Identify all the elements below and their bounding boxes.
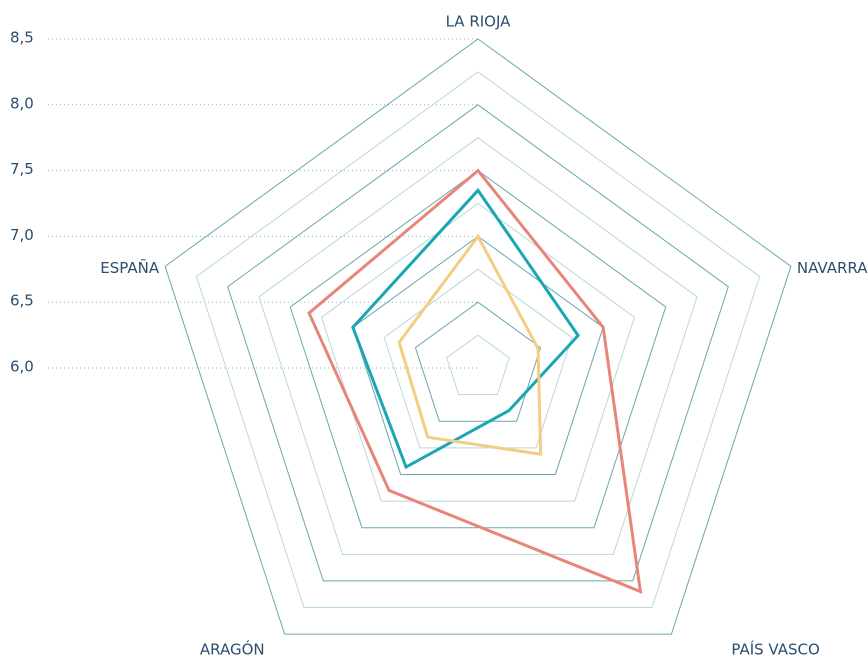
series-outline <box>351 187 581 470</box>
y-tick-label: 6,0 <box>10 358 34 376</box>
grid-ring <box>383 268 573 449</box>
grid-ring <box>320 202 636 502</box>
grid-ring <box>414 301 542 422</box>
y-tick-label: 7,5 <box>10 160 34 178</box>
y-tick-label: 7,0 <box>10 226 34 244</box>
series-outline <box>397 233 543 456</box>
category-label: NAVARRA <box>797 259 867 277</box>
y-tick-label: 6,5 <box>10 292 34 310</box>
grid-ring <box>352 235 604 475</box>
series-outline <box>307 168 643 594</box>
y-tick-label: 8,5 <box>10 29 34 47</box>
grid-ring <box>227 104 729 582</box>
category-label: ESPAÑA <box>100 258 160 277</box>
grid-ring <box>195 71 761 609</box>
y-tick-label: 8,0 <box>10 94 34 112</box>
grid-ring <box>446 334 510 396</box>
category-label: LA RIOJA <box>446 13 512 31</box>
grid-ring <box>258 137 698 555</box>
category-label: ARAGÓN <box>200 640 265 658</box>
category-label: PAÍS VASCO <box>731 640 819 658</box>
grid-ring <box>164 38 792 635</box>
